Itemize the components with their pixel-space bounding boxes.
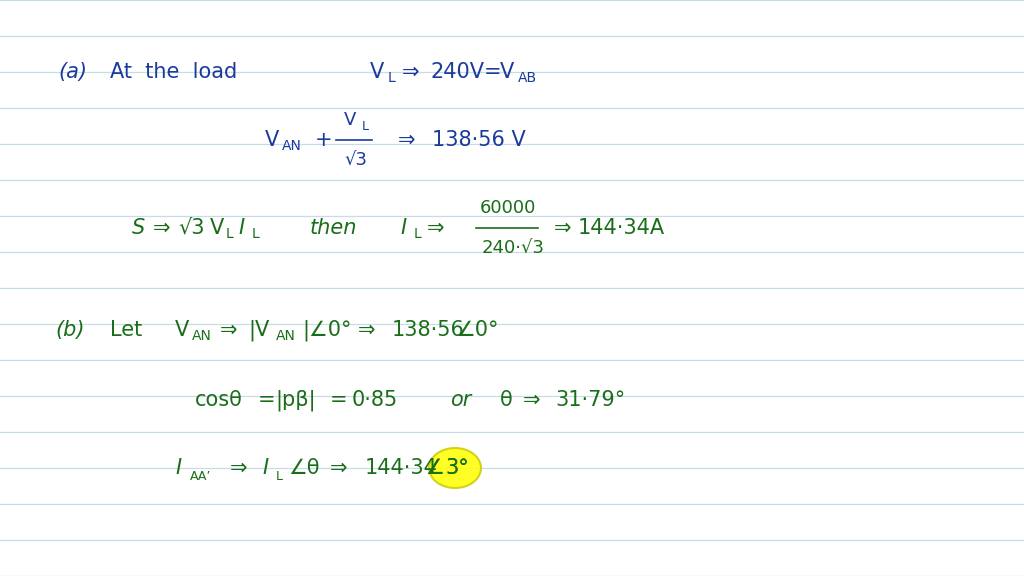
Text: √3: √3 — [344, 151, 367, 169]
Text: 144·34: 144·34 — [365, 458, 438, 478]
Text: 31·79°: 31·79° — [555, 390, 626, 410]
Text: (b): (b) — [55, 320, 85, 340]
Text: then: then — [310, 218, 357, 238]
Text: 3°: 3° — [445, 458, 469, 478]
Text: ⇒: ⇒ — [402, 62, 420, 82]
Text: =: = — [258, 390, 275, 410]
Text: ∠0°: ∠0° — [456, 320, 499, 340]
Text: L: L — [388, 71, 395, 85]
Text: ⇒: ⇒ — [554, 218, 571, 238]
Text: 0·85: 0·85 — [352, 390, 398, 410]
Text: V: V — [175, 320, 189, 340]
Text: ⇒: ⇒ — [153, 218, 171, 238]
Text: 3°: 3° — [445, 458, 469, 478]
Text: AA’: AA’ — [190, 469, 211, 483]
Text: L: L — [276, 469, 283, 483]
Text: 240·√3: 240·√3 — [482, 239, 545, 257]
Text: ⇒: ⇒ — [330, 458, 347, 478]
Text: L: L — [226, 227, 233, 241]
Text: ⇒: ⇒ — [398, 130, 416, 150]
Text: V: V — [500, 62, 514, 82]
Text: or: or — [450, 390, 471, 410]
Text: AN: AN — [193, 329, 212, 343]
Text: I: I — [238, 218, 244, 238]
Text: L: L — [414, 227, 422, 241]
Text: L: L — [252, 227, 260, 241]
Text: At  the  load: At the load — [110, 62, 238, 82]
Text: |∠0°: |∠0° — [302, 319, 351, 341]
Text: ⇒: ⇒ — [523, 390, 541, 410]
Text: ⇒: ⇒ — [427, 218, 444, 238]
Text: ⇒: ⇒ — [230, 458, 248, 478]
Text: V: V — [344, 111, 356, 129]
Text: L: L — [362, 119, 369, 132]
Text: S: S — [132, 218, 145, 238]
Text: cosθ: cosθ — [195, 390, 243, 410]
Text: ⇒: ⇒ — [220, 320, 238, 340]
Text: V: V — [265, 130, 280, 150]
Text: V: V — [370, 62, 384, 82]
Text: =: = — [330, 390, 347, 410]
Text: ⇒: ⇒ — [358, 320, 376, 340]
Text: I: I — [175, 458, 181, 478]
Text: +: + — [315, 130, 333, 150]
Text: AN: AN — [282, 139, 302, 153]
Text: 138·56 V: 138·56 V — [432, 130, 525, 150]
Text: ∠θ: ∠θ — [288, 458, 319, 478]
Text: 240V=: 240V= — [430, 62, 502, 82]
Text: ∠: ∠ — [425, 458, 443, 478]
Text: AB: AB — [518, 71, 538, 85]
Text: √3: √3 — [178, 218, 205, 238]
Text: ∠: ∠ — [425, 458, 443, 478]
Text: |V: |V — [248, 319, 269, 341]
Text: AN: AN — [276, 329, 296, 343]
Text: 60000: 60000 — [480, 199, 537, 217]
Text: V: V — [210, 218, 224, 238]
Ellipse shape — [429, 448, 481, 488]
Text: I: I — [400, 218, 407, 238]
Text: 138·56: 138·56 — [392, 320, 465, 340]
Text: θ: θ — [500, 390, 513, 410]
Text: |pβ|: |pβ| — [275, 389, 315, 411]
Text: Let: Let — [110, 320, 142, 340]
Text: 144·34A: 144·34A — [578, 218, 666, 238]
Text: I: I — [262, 458, 268, 478]
Text: (a): (a) — [58, 62, 87, 82]
